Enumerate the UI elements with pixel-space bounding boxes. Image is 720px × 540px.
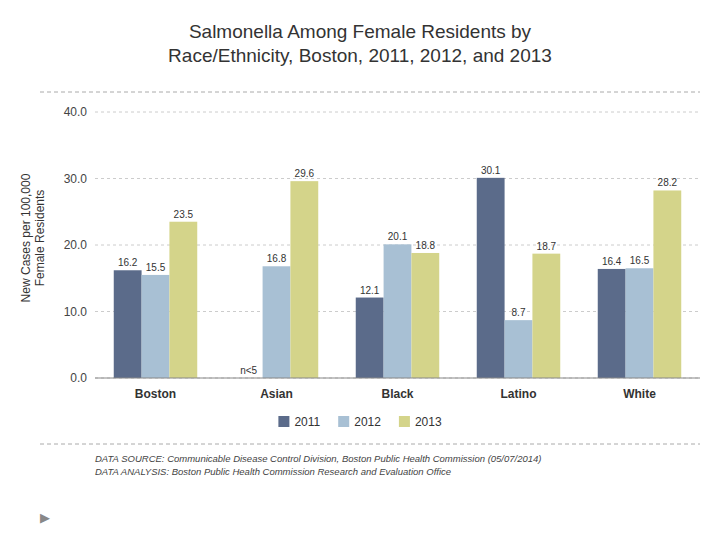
- data-label: 12.1: [360, 285, 380, 296]
- bar: [505, 320, 533, 378]
- bar: [356, 298, 384, 378]
- data-label: 28.2: [658, 177, 678, 188]
- bar: [169, 222, 197, 378]
- bar: [263, 266, 291, 378]
- bar: [142, 275, 170, 378]
- data-label: 18.8: [416, 240, 436, 251]
- legend-swatch: [278, 416, 289, 427]
- bar: [411, 253, 439, 378]
- tick-label: Asian: [260, 387, 293, 401]
- tick-label: Latino: [501, 387, 537, 401]
- legend-label: 2013: [415, 415, 442, 429]
- data-label: 8.7: [512, 307, 526, 318]
- tick-label: 10.0: [64, 305, 88, 319]
- background: [0, 0, 720, 540]
- tick-label: Black: [381, 387, 413, 401]
- data-label: 20.1: [388, 231, 408, 242]
- grid-line: [95, 112, 700, 113]
- grid-line: [95, 178, 700, 179]
- bar: [290, 181, 318, 378]
- bar: [626, 268, 654, 378]
- legend-label: 2012: [354, 415, 381, 429]
- data-labels: 16.2 n<5 12.1 30.1 16.4 15.5 16.8 20.1 8.7 16.5 23…: [118, 165, 678, 376]
- x-axis-line: [95, 378, 700, 379]
- title: Salmonella Among Female Residents byRace…: [168, 21, 552, 66]
- play-icon: ▶: [40, 510, 50, 525]
- legend-swatch: [399, 416, 410, 427]
- data-label: 16.5: [630, 255, 650, 266]
- legend-swatch: [338, 416, 349, 427]
- tick-label: 40.0: [64, 105, 88, 119]
- grid-line: [95, 378, 700, 379]
- data-label: 23.5: [174, 209, 194, 220]
- y-axis: 0.0 10.0 20.0 30.0 40.0: [64, 105, 700, 385]
- data-label: 29.6: [295, 168, 315, 179]
- tick-label: 20.0: [64, 238, 88, 252]
- tick-label: 0.0: [70, 371, 87, 385]
- tick-label: 30.0: [64, 172, 88, 186]
- bar: [653, 190, 681, 378]
- data-label: 18.7: [537, 241, 557, 252]
- separator: [40, 92, 700, 93]
- legend: 2011 2012 2013: [278, 415, 442, 429]
- data-label: 15.5: [146, 262, 166, 273]
- source-note: DATA SOURCE: Communicable Disease Contro…: [95, 453, 542, 477]
- tick-label: White: [623, 387, 656, 401]
- bars: [114, 178, 681, 378]
- data-label: n<5: [240, 365, 257, 376]
- bar: [532, 254, 560, 378]
- axis-label: New Cases per 100,000Female Residents: [19, 173, 47, 302]
- data-label: 16.8: [267, 253, 287, 264]
- data-label: 16.2: [118, 257, 138, 268]
- chart: Salmonella Among Female Residents byRace…: [0, 0, 720, 540]
- separator: [40, 444, 700, 445]
- data-label: 30.1: [481, 165, 501, 176]
- legend-label: 2011: [294, 415, 320, 429]
- bar: [477, 178, 505, 378]
- tick-label: Boston: [135, 387, 176, 401]
- bar: [114, 270, 142, 378]
- bar: [598, 269, 626, 378]
- bar: [384, 244, 412, 378]
- data-label: 16.4: [602, 256, 622, 267]
